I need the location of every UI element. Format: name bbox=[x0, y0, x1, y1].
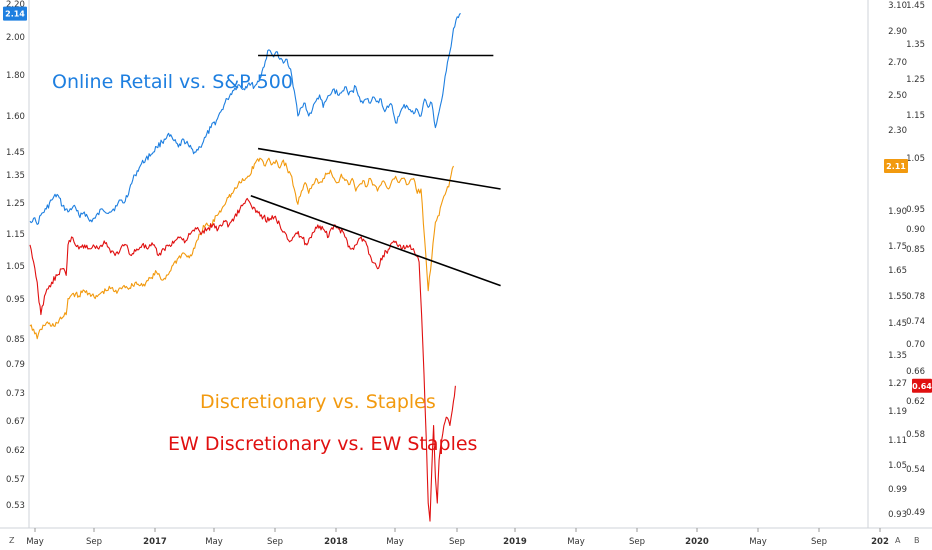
badge-orange-box bbox=[884, 159, 908, 173]
badge-red-value: 0.64 bbox=[912, 382, 932, 391]
x-tick-label: May bbox=[205, 537, 223, 547]
left-tick-label: 1.15 bbox=[6, 230, 25, 240]
x-tick-label: 2017 bbox=[143, 537, 167, 547]
left-tick-label: 1.80 bbox=[6, 71, 25, 81]
trendline-layer bbox=[250, 54, 501, 287]
left-tick-label: 0.53 bbox=[6, 501, 25, 511]
x-tick-label: May bbox=[26, 537, 44, 547]
right-inner-tick-label: 0.66 bbox=[906, 367, 925, 377]
right-outer-tick-label: 1.11 bbox=[888, 436, 907, 446]
left-tick-label: 2.00 bbox=[6, 33, 25, 43]
right-inner-tick-label: 1.35 bbox=[906, 40, 925, 50]
series-online-retail bbox=[29, 13, 461, 225]
corner-label-b[interactable]: B bbox=[914, 536, 920, 545]
x-tick-label: May bbox=[749, 537, 767, 547]
right-inner-tick-label: 0.49 bbox=[906, 508, 925, 518]
annotation-ew-discretionary: EW Discretionary vs. EW Staples bbox=[168, 433, 477, 455]
corner-label-z[interactable]: Z bbox=[9, 536, 15, 545]
left-tick-label: 0.57 bbox=[6, 475, 25, 485]
right-outer-tick-label: 1.75 bbox=[888, 242, 907, 252]
x-tick-label: May bbox=[567, 537, 585, 547]
badge-orange-value: 2.11 bbox=[886, 162, 906, 171]
badge-orange: 2.11 bbox=[884, 159, 908, 173]
right-axis-outer: 3.10 2.90 2.70 2.50 2.30 1.90 1.75 1.65 1.55 1.45… bbox=[888, 1, 907, 520]
trendline-ew-discretionary bbox=[250, 195, 501, 287]
right-inner-tick-label: 1.15 bbox=[906, 111, 925, 121]
right-outer-tick-label: 1.27 bbox=[888, 379, 907, 389]
right-inner-tick-label: 0.95 bbox=[906, 205, 925, 215]
badge-red: 0.64 bbox=[912, 378, 932, 393]
left-tick-label: 0.67 bbox=[6, 417, 25, 427]
left-tick-label: 0.73 bbox=[6, 389, 25, 399]
left-tick-label: 0.95 bbox=[6, 295, 25, 305]
badge-blue-box bbox=[3, 6, 27, 21]
annotation-discretionary: Discretionary vs. Staples bbox=[200, 391, 436, 413]
x-tick-label: 2018 bbox=[324, 537, 348, 547]
x-tick-label: 2020 bbox=[685, 537, 709, 547]
left-tick-label: 1.25 bbox=[6, 199, 25, 209]
right-inner-tick-label: 1.05 bbox=[906, 154, 925, 164]
right-outer-tick-label: 0.99 bbox=[888, 485, 907, 495]
series-layer bbox=[29, 13, 461, 522]
left-tick-label: 1.05 bbox=[6, 262, 25, 272]
right-inner-tick-label: 1.45 bbox=[906, 1, 925, 11]
right-outer-tick-label: 2.90 bbox=[888, 27, 907, 37]
x-tick-label: 2019 bbox=[503, 537, 527, 547]
right-outer-tick-label: 2.30 bbox=[888, 126, 907, 136]
left-tick-label: 0.85 bbox=[6, 335, 25, 345]
x-tick-label: Sep bbox=[86, 537, 102, 547]
left-tick-label: 0.62 bbox=[6, 446, 25, 456]
series-ew-discretionary bbox=[29, 197, 456, 522]
right-outer-tick-label: 1.90 bbox=[888, 207, 907, 217]
right-outer-tick-label: 2.70 bbox=[888, 58, 907, 68]
right-outer-tick-label: 1.55 bbox=[888, 292, 907, 302]
right-inner-tick-label: 0.85 bbox=[906, 245, 925, 255]
right-outer-tick-label: 1.19 bbox=[888, 407, 907, 417]
right-outer-tick-label: 1.05 bbox=[888, 461, 907, 471]
left-tick-label: 2.20 bbox=[6, 0, 25, 10]
right-outer-tick-label: 1.45 bbox=[888, 319, 907, 329]
right-inner-tick-label: 0.54 bbox=[906, 465, 925, 475]
right-outer-tick-label: 0.93 bbox=[888, 510, 907, 520]
x-tick-label: Sep bbox=[629, 537, 645, 547]
right-inner-tick-label: 0.78 bbox=[906, 292, 925, 302]
badge-blue: 2.14 bbox=[3, 6, 27, 21]
x-tick-label: Sep bbox=[811, 537, 827, 547]
badge-blue-value: 2.14 bbox=[5, 10, 25, 19]
left-tick-label: 0.79 bbox=[6, 360, 25, 370]
right-outer-tick-label: 1.35 bbox=[888, 351, 907, 361]
right-outer-tick-label: 1.65 bbox=[888, 266, 907, 276]
right-inner-tick-label: 1.25 bbox=[906, 75, 925, 85]
x-tick-label: May bbox=[386, 537, 404, 547]
annotation-online-retail: Online Retail vs. S&P 500 bbox=[52, 71, 293, 93]
x-tick-label: Sep bbox=[449, 537, 465, 547]
right-inner-tick-label: 0.90 bbox=[906, 225, 925, 235]
x-tick-label: Sep bbox=[267, 537, 283, 547]
badge-red-box bbox=[912, 378, 932, 393]
trendline-discretionary bbox=[257, 147, 501, 190]
left-tick-label: 1.45 bbox=[6, 148, 25, 158]
right-inner-tick-label: 0.74 bbox=[906, 317, 925, 327]
right-outer-tick-label: 3.10 bbox=[888, 1, 907, 11]
x-tick-label: 202 bbox=[871, 537, 889, 547]
left-axis: 2.20 2.00 1.80 1.60 1.45 1.35 1.25 1.15 1.05 0.95… bbox=[6, 0, 25, 511]
left-tick-label: 1.60 bbox=[6, 112, 25, 122]
right-inner-tick-label: 0.62 bbox=[906, 397, 925, 407]
corner-label-a[interactable]: A bbox=[895, 536, 901, 545]
series-discretionary bbox=[29, 157, 454, 340]
right-inner-tick-label: 0.70 bbox=[906, 340, 925, 350]
right-outer-tick-label: 2.50 bbox=[888, 91, 907, 101]
right-axis-inner: 1.45 1.35 1.25 1.15 1.05 0.95 0.90 0.85 0.78 0.74… bbox=[906, 1, 925, 518]
left-tick-label: 1.35 bbox=[6, 171, 25, 181]
right-inner-tick-label: 0.58 bbox=[906, 430, 925, 440]
